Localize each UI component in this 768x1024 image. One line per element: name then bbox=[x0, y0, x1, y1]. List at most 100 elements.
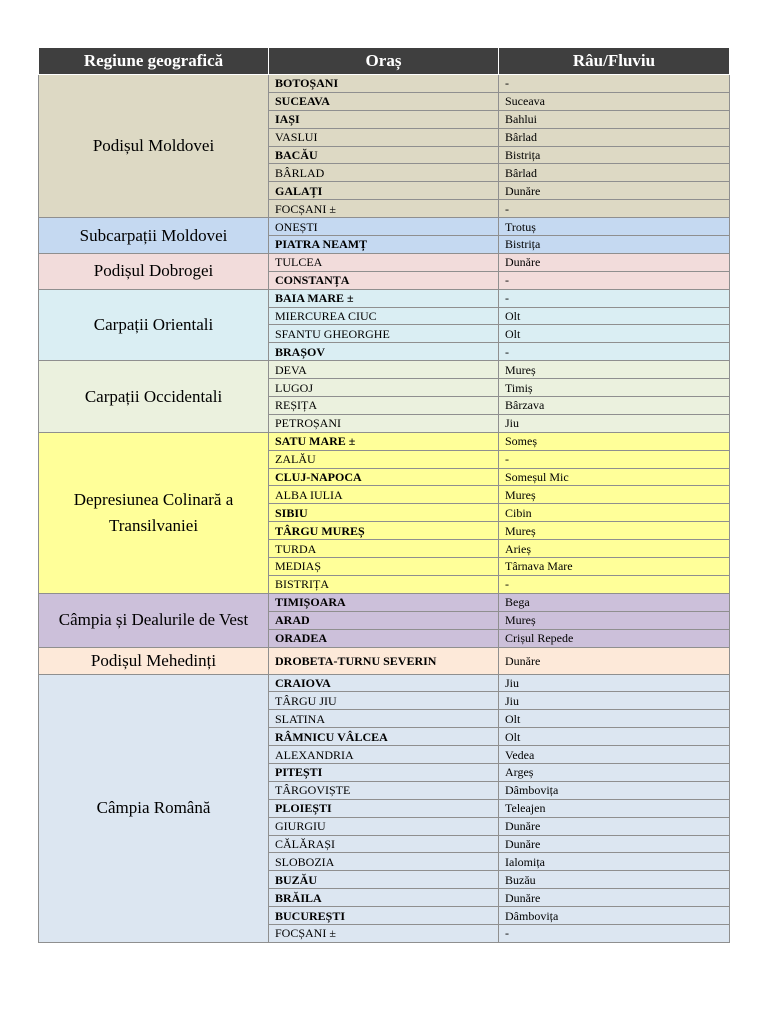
river-cell: - bbox=[498, 74, 730, 93]
city-cell: PITEȘTI bbox=[268, 762, 499, 782]
city-cell: ORADEA bbox=[268, 628, 499, 648]
city-cell: ALBA IULIA bbox=[268, 485, 499, 505]
city-cell: IAȘI bbox=[268, 109, 499, 129]
city-cell: TÂRGU MUREȘ bbox=[268, 521, 499, 541]
city-cell: TIMIȘOARA bbox=[268, 592, 499, 612]
table-row: Câmpia Română CRAIOVA Jiu bbox=[38, 673, 730, 943]
river-cell: Mureș bbox=[498, 521, 730, 541]
city-cell: ALEXANDRIA bbox=[268, 745, 499, 764]
river-cell: Dunăre bbox=[498, 181, 730, 201]
table-row: Subcarpații Moldovei ONEȘTI Trotuș bbox=[38, 217, 730, 254]
river-cell: Olt bbox=[498, 709, 730, 729]
city-cell: GIURGIU bbox=[268, 816, 499, 836]
city-cell: BUZĂU bbox=[268, 870, 499, 890]
region-cell: Depresiunea Colinară a Transilvaniei bbox=[38, 431, 269, 594]
region-cell: Podișul Dobrogei bbox=[38, 252, 269, 290]
river-cell: Mureș bbox=[498, 485, 730, 505]
table-row: VASLUI Bârlad bbox=[38, 127, 730, 147]
city-cell: BRAȘOV bbox=[268, 342, 499, 362]
city-cell: CONSTANȚA bbox=[268, 270, 499, 290]
table-row: Podișul Dobrogei TULCEA Dunăre bbox=[38, 252, 730, 290]
table-row: Depresiunea Colinară a Transilvaniei SATU… bbox=[38, 431, 730, 594]
city-cell: PIATRA NEAMȚ bbox=[268, 235, 499, 254]
river-cell: - bbox=[498, 342, 730, 362]
region-cell: Carpații Orientali bbox=[38, 288, 269, 362]
city-cell: LUGOJ bbox=[268, 378, 499, 398]
table-row: Carpații Occidentali DEVA Mureș bbox=[38, 360, 730, 433]
header-cell: Regiune geografică bbox=[38, 47, 269, 75]
city-cell: SATU MARE ± bbox=[268, 431, 499, 451]
river-cell: Jiu bbox=[498, 673, 730, 693]
river-cell: - bbox=[498, 449, 730, 469]
region-cell: Podișul Mehedinți bbox=[38, 646, 269, 675]
river-cell: Vedea bbox=[498, 745, 730, 764]
city-cell: BÂRLAD bbox=[268, 163, 499, 183]
city-cell: SIBIU bbox=[268, 503, 499, 523]
city-cell: ARAD bbox=[268, 610, 499, 630]
city-cell: TULCEA bbox=[268, 252, 499, 272]
river-cell: Ialomița bbox=[498, 852, 730, 872]
city-cell: MIERCUREA CIUC bbox=[268, 306, 499, 326]
city-cell: ONEȘTI bbox=[268, 217, 499, 237]
river-cell: Buzău bbox=[498, 870, 730, 890]
city-cell: GALAȚI bbox=[268, 181, 499, 201]
city-cell: VASLUI bbox=[268, 127, 499, 147]
river-cell: - bbox=[498, 923, 730, 943]
river-cell: Trotuș bbox=[498, 217, 730, 237]
table-row: Podișul Mehedinți DROBETA-TURNU SEVERIN Du… bbox=[38, 646, 730, 675]
header-row: Regiune geografică Oraș Râu/Fluviu bbox=[38, 47, 730, 75]
river-cell: Crișul Repede bbox=[498, 628, 730, 648]
river-cell: Dunăre bbox=[498, 888, 730, 908]
city-cell: TÂRGU JIU bbox=[268, 691, 499, 711]
table-row: MIERCUREA CIUC Olt bbox=[38, 306, 730, 326]
city-cell: CLUJ-NAPOCA bbox=[268, 467, 499, 487]
city-cell: PETROȘANI bbox=[268, 413, 499, 433]
river-cell: - bbox=[498, 199, 730, 219]
city-cell: CĂLĂRAȘI bbox=[268, 834, 499, 854]
river-cell: Olt bbox=[498, 727, 730, 747]
river-cell: - bbox=[498, 288, 730, 308]
river-cell: Bistrița bbox=[498, 145, 730, 165]
city-cell: SLATINA bbox=[268, 709, 499, 729]
river-cell: Timiș bbox=[498, 378, 730, 398]
city-cell: SLOBOZIA bbox=[268, 852, 499, 872]
table-row: Carpații Orientali BAIA MARE ± - bbox=[38, 288, 730, 362]
city-cell: DROBETA-TURNU SEVERIN bbox=[268, 646, 499, 675]
river-cell: Jiu bbox=[498, 413, 730, 433]
river-cell: - bbox=[498, 574, 730, 594]
river-cell: Dunăre bbox=[498, 816, 730, 836]
river-cell: Someș bbox=[498, 431, 730, 451]
city-cell: FOCȘANI ± bbox=[268, 199, 499, 219]
river-cell: Bârzava bbox=[498, 396, 730, 415]
city-table: Regiune geografică Oraș Râu/Fluviu Podiș… bbox=[38, 47, 730, 943]
city-cell: FOCȘANI ± bbox=[268, 923, 499, 943]
city-cell: TURDA bbox=[268, 539, 499, 559]
river-cell: Bega bbox=[498, 592, 730, 612]
header-cell: Râu/Fluviu bbox=[498, 47, 730, 75]
city-cell: BISTRIȚA bbox=[268, 574, 499, 594]
city-cell: BACĂU bbox=[268, 145, 499, 165]
river-cell: Dâmbovița bbox=[498, 780, 730, 800]
river-cell: Jiu bbox=[498, 691, 730, 711]
header-cell: Oraș bbox=[268, 47, 499, 75]
city-cell: BOTOȘANI bbox=[268, 74, 499, 93]
river-cell: Târnava Mare bbox=[498, 557, 730, 576]
table-row: Câmpia și Dealurile de Vest TIMIȘOARA Bega bbox=[38, 592, 730, 648]
river-cell: Teleajen bbox=[498, 798, 730, 818]
city-cell: TÂRGOVIȘTE bbox=[268, 780, 499, 800]
region-cell: Podișul Moldovei bbox=[38, 73, 269, 219]
river-cell: - bbox=[498, 270, 730, 290]
region-cell: Câmpia și Dealurile de Vest bbox=[38, 592, 269, 648]
region-cell: Câmpia Română bbox=[38, 673, 269, 943]
table-body: Podișul Moldovei BOTOȘANI - SUCEAVA Suceava I… bbox=[38, 73, 730, 943]
city-cell: ZALĂU bbox=[268, 449, 499, 469]
city-cell: PLOIEȘTI bbox=[268, 798, 499, 818]
river-cell: Arieș bbox=[498, 539, 730, 559]
river-cell: Dunăre bbox=[498, 646, 730, 675]
city-cell: SUCEAVA bbox=[268, 91, 499, 111]
river-cell: Bârlad bbox=[498, 163, 730, 183]
city-cell: BRĂILA bbox=[268, 888, 499, 908]
river-cell: Argeș bbox=[498, 762, 730, 782]
city-cell: BUCUREȘTI bbox=[268, 906, 499, 925]
